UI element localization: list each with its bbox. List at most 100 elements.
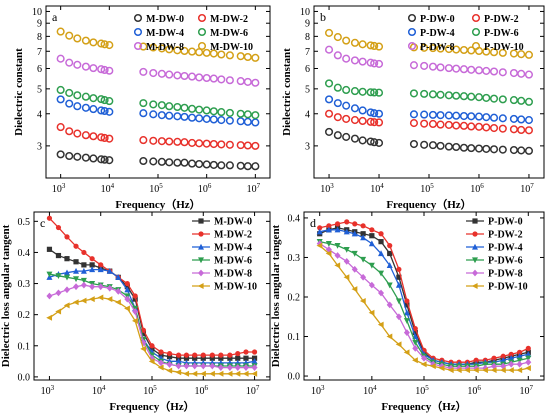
data-point [343,228,350,235]
data-point [516,353,523,359]
data-point [366,137,375,146]
data-point [175,362,182,370]
data-point [98,262,104,268]
legend-marker [133,13,143,23]
data-point [403,349,410,356]
data-point [525,358,532,366]
data-point [366,58,375,67]
data-point [46,246,53,252]
data-point [235,350,241,357]
data-point [105,97,114,106]
data-point [333,113,342,122]
legend-marker [133,27,143,37]
data-point [403,329,410,336]
data-point [452,121,461,130]
data-point [251,358,258,364]
data-point [334,262,341,269]
data-point [251,349,258,355]
y-tick-label: 6 [305,64,310,75]
data-point [420,110,429,119]
data-point [350,87,360,96]
legend-marker [198,218,204,224]
data-point [227,352,233,358]
data-point [81,153,90,162]
data-point [368,281,375,289]
legend-marker [472,269,478,277]
data-point [105,66,114,75]
data-point [209,370,215,377]
data-point [360,256,367,263]
data-point [195,114,204,123]
data-point [473,364,480,372]
data-point [100,40,109,49]
data-point [467,92,476,101]
series-M-DW-10 [56,27,260,62]
data-point [378,250,385,257]
panel-b: 103 104 105 106 107 3 4 5 6 7 8 910 Frequency（Hz） Die… [281,5,545,211]
data-point [343,246,350,253]
data-point [97,155,106,164]
legend-marker [198,257,204,264]
data-point [489,113,499,122]
y-tick-label: 4 [305,109,310,120]
y-tick-label: 0.1 [18,341,31,352]
data-point [378,239,384,245]
data-point [324,109,334,118]
data-point [499,367,506,374]
data-point [225,108,234,117]
data-point [452,91,461,100]
y-tick-label: 0.0 [288,372,301,383]
y-tick-label: 5 [305,84,310,95]
data-point [243,52,252,62]
data-point [139,109,148,118]
legend: M-DW-0 M-DW-2 M-DW-4 M-DW-6 M-DW-8 M-DW-10 [133,13,253,53]
legend-marker [471,13,481,23]
series-P-DW-10 [316,242,531,374]
data-point [140,345,147,352]
series-M-DW-8 [56,54,260,87]
data-point [55,252,62,259]
data-point [412,339,419,346]
data-point [324,45,334,54]
data-point [225,76,234,85]
data-point [366,117,375,126]
series-M-DW-8 [46,281,258,371]
data-point [97,39,106,48]
data-point [343,258,350,265]
series-P-DW-8 [324,45,534,79]
data-point [183,355,190,361]
data-point [217,108,226,117]
data-point [191,370,198,377]
data-point [438,365,445,372]
data-point [374,109,384,118]
data-point [251,162,260,171]
data-point [180,112,189,121]
y-tick-label: 3 [37,141,42,152]
y-tick-label: 0.3 [18,279,31,290]
data-point [524,70,534,79]
series-M-DW-10 [46,294,258,377]
y-tick-label: 9 [305,19,310,30]
data-point [209,355,215,361]
data-point [464,367,471,374]
data-point [235,355,241,361]
data-point [525,365,531,372]
data-point [243,77,252,86]
legend-label: M-DW-4 [214,243,252,254]
data-point [195,73,204,82]
data-point [89,64,98,73]
y-tick-label: 0.5 [18,217,31,228]
data-point [324,95,334,104]
data-point [183,370,190,377]
data-point [428,141,438,150]
data-point [467,46,476,55]
legend-marker [472,231,478,237]
panel-label: d [310,216,316,230]
data-point [97,283,104,291]
series-P-DW-6 [324,79,534,106]
data-point [351,250,358,257]
data-point [378,231,384,237]
data-point [467,122,476,131]
x-tick-label: 107 [520,384,534,397]
data-point [209,139,218,149]
